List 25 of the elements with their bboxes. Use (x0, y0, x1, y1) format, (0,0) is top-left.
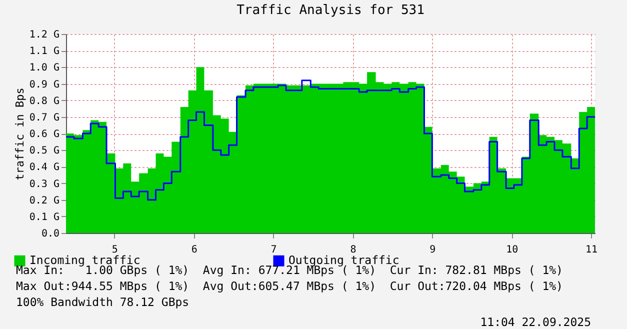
x-tick-label: 8 (350, 244, 356, 256)
x-tick-label: 11 (586, 244, 598, 256)
x-tick-label: 5 (112, 244, 118, 256)
y-axis-title: traffic in Bps (13, 88, 26, 180)
y-tick-label: 1.0 G (29, 62, 60, 74)
text: 100% Bandwidth 78.12 GBps (16, 294, 190, 310)
y-tick-label: 0.6 G (29, 129, 60, 140)
y-tick-label: 0.0 (41, 228, 60, 240)
y-tick-label: 0.2 G (29, 195, 60, 206)
chart-title: Traffic Analysis for 531 (236, 3, 424, 18)
text: 11:04 22.09.2025 (479, 314, 591, 329)
y-tick-label: 1.1 G (29, 46, 60, 58)
y-tick-label: 0.4 G (29, 162, 60, 174)
y-tick-label: 0.5 G (29, 146, 60, 157)
y-tick-label: 0.1 G (29, 212, 60, 223)
y-tick-label: 0.9 G (29, 79, 60, 90)
y-tick-label: 0.3 G (29, 178, 60, 190)
y-tick-label: 1.2 G (29, 30, 60, 40)
text: Max Out:944.55 MBps ( 1%) Avg Out:605.47 MBps ( 1%) Cur Out:720.04 MBps ( 1%) (16, 278, 564, 294)
y-tick-label: 0.7 G (29, 112, 60, 124)
x-tick-label: 7 (270, 244, 277, 256)
x-tick-label: 9 (430, 244, 436, 256)
x-tick-label: 10 (506, 244, 518, 256)
y-tick-label: 0.8 G (29, 96, 60, 107)
x-tick-label: 6 (191, 244, 198, 256)
